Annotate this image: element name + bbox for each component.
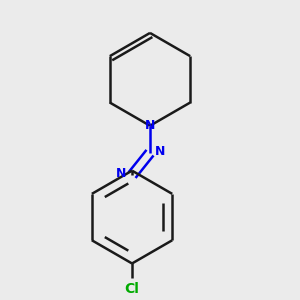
Text: N: N — [116, 167, 127, 180]
Text: N: N — [145, 119, 155, 132]
Text: Cl: Cl — [124, 282, 140, 296]
Text: N: N — [154, 145, 165, 158]
